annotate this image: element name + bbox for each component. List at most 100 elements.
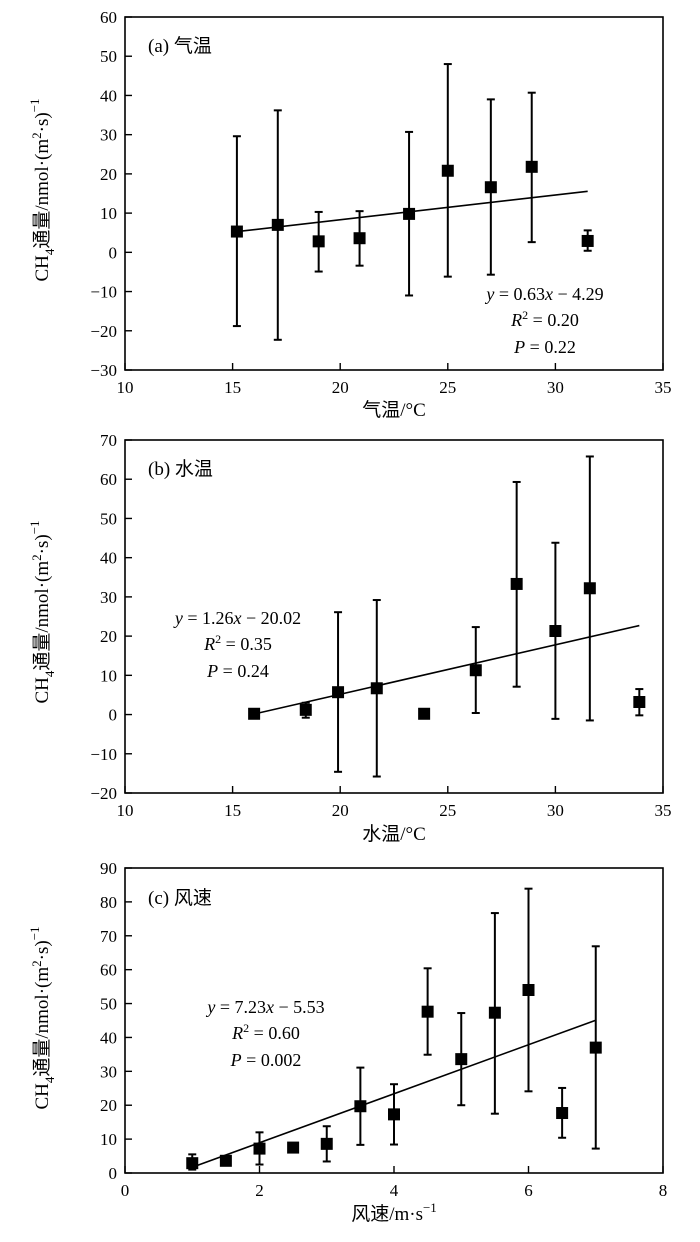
x-tick-label: 35 xyxy=(655,801,672,820)
x-axis-label: 气温/°C xyxy=(362,399,426,421)
eq-mid: = 0.63 xyxy=(494,284,545,304)
y-axis-label-part: 通量/nmol·(m xyxy=(31,139,53,249)
data-point xyxy=(370,682,383,695)
y-tick-label: 90 xyxy=(100,859,117,878)
y-axis-label-part: −1 xyxy=(27,98,42,112)
panel-c: 0 2 4 6 80102030405060708090风速/m·s−1CH4通量/nm… xyxy=(27,859,667,1225)
x-tick-label: 25 xyxy=(439,801,456,820)
y-tick-label: 0 xyxy=(109,706,118,725)
x-tick-label: 0 xyxy=(121,1181,130,1200)
data-point xyxy=(525,160,538,173)
eq-y: y xyxy=(173,608,183,628)
y-tick-label: 20 xyxy=(100,627,117,646)
r2-r: R xyxy=(231,1023,243,1043)
panel-a: 10 15 20 25 30 35 −30 −20 −10 0 10 20 30 40 50 60 气温/°C C… xyxy=(27,8,672,421)
r2-sup: 2 xyxy=(215,632,221,646)
data-point xyxy=(455,1053,468,1066)
data-point xyxy=(583,582,596,595)
y-tick-label: 30 xyxy=(100,1062,117,1081)
data-point xyxy=(549,625,562,638)
x-tick-label: 35 xyxy=(655,378,672,397)
x-tick-label: 25 xyxy=(439,378,456,397)
y-tick-label: 60 xyxy=(100,8,117,27)
r2-rest: = 0.35 xyxy=(221,634,272,654)
x-axis-label-sup: −1 xyxy=(423,1200,437,1215)
eq-y: y xyxy=(205,997,215,1017)
x-tick-label: 30 xyxy=(547,378,564,397)
x-tick-label: 8 xyxy=(659,1181,668,1200)
y-tick-label: 10 xyxy=(100,666,117,685)
panel-title: (b) 水温 xyxy=(148,458,213,480)
r2-r: R xyxy=(510,310,522,330)
x-tick-label: 10 xyxy=(117,378,134,397)
fit-line xyxy=(253,624,640,715)
x-axis-label: 风速/m·s−1 xyxy=(351,1200,437,1225)
data-point xyxy=(633,696,646,709)
y-tick-label: 70 xyxy=(100,927,117,946)
data-point xyxy=(522,984,535,996)
y-axis-label-part: ·s) xyxy=(32,534,53,554)
p-value: P = 0.002 xyxy=(230,1050,302,1070)
r2-r: R xyxy=(203,634,215,654)
data-point xyxy=(299,703,312,716)
data-point xyxy=(388,1108,400,1121)
data-point xyxy=(312,235,325,248)
y-tick-label: 80 xyxy=(100,893,117,912)
y-tick-label: −20 xyxy=(90,784,117,803)
data-point xyxy=(510,577,523,590)
y-axis-label-part: CH xyxy=(32,255,53,282)
panel-title: (c) 风速 xyxy=(148,887,212,909)
x-axis-label: 水温/°C xyxy=(362,823,426,845)
regression-equation: y = 0.63x − 4.29 xyxy=(484,284,603,304)
y-axis-label-part: 2 xyxy=(29,132,44,139)
data-point xyxy=(353,232,366,245)
data-point xyxy=(320,1137,333,1150)
y-tick-label: 40 xyxy=(100,549,117,568)
y-axis-label-part: 4 xyxy=(42,670,57,677)
data-point xyxy=(253,1142,266,1155)
x-tick-label: 4 xyxy=(390,1181,399,1200)
panel-title: (a) 气温 xyxy=(148,35,212,57)
y-tick-label: −10 xyxy=(90,283,117,302)
y-tick-label: 50 xyxy=(100,47,117,66)
eq-x: x xyxy=(265,997,274,1017)
data-point xyxy=(354,1100,367,1113)
p-value: P = 0.22 xyxy=(513,337,576,357)
y-axis-label: CH4通量/nmol·(m2·s)−1 xyxy=(27,926,57,1109)
y-axis-label: CH4通量/nmol·(m2·s)−1 xyxy=(27,520,57,703)
y-tick-label: −30 xyxy=(90,361,117,380)
y-tick-label: 20 xyxy=(100,1096,117,1115)
p-letter: P xyxy=(513,337,525,357)
y-axis-label-part: CH xyxy=(32,677,53,704)
y-tick-label: 0 xyxy=(109,243,118,262)
data-point xyxy=(403,207,416,220)
p-letter: P xyxy=(230,1050,242,1070)
eq-rest: − 5.53 xyxy=(274,997,325,1017)
data-point xyxy=(219,1154,232,1167)
x-tick-label: 20 xyxy=(332,378,349,397)
data-point xyxy=(581,234,594,247)
data-point xyxy=(488,1006,501,1019)
y-tick-label: 30 xyxy=(100,588,117,607)
eq-y: y xyxy=(484,284,494,304)
eq-rest: − 4.29 xyxy=(553,284,604,304)
x-tick-label: 20 xyxy=(332,801,349,820)
regression-equation: y = 7.23x − 5.53 xyxy=(205,997,324,1017)
r2-rest: = 0.60 xyxy=(249,1023,300,1043)
y-tick-label: 40 xyxy=(100,86,117,105)
data-point xyxy=(469,664,482,677)
data-point xyxy=(418,707,431,720)
x-tick-label: 10 xyxy=(117,801,134,820)
x-tick-label: 6 xyxy=(524,1181,533,1200)
y-tick-label: 40 xyxy=(100,1028,117,1047)
y-tick-label: 0 xyxy=(109,1164,118,1183)
data-point xyxy=(556,1107,569,1120)
y-axis-label-part: ·s) xyxy=(32,940,53,960)
p-rest: = 0.22 xyxy=(525,337,576,357)
data-point xyxy=(441,164,454,177)
data-point xyxy=(332,686,345,699)
eq-mid: = 7.23 xyxy=(215,997,266,1017)
data-point xyxy=(248,707,261,720)
eq-mid: = 1.26 xyxy=(183,608,234,628)
